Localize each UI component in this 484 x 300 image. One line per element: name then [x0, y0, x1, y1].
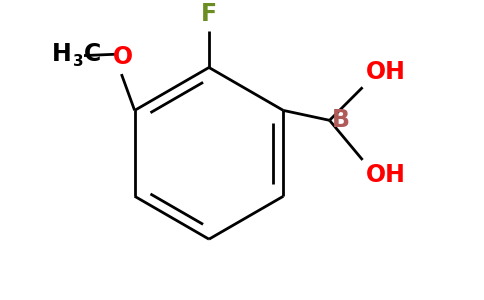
- Text: C: C: [83, 42, 101, 66]
- Text: OH: OH: [366, 60, 406, 84]
- Text: H: H: [52, 42, 72, 66]
- Text: 3: 3: [73, 54, 83, 69]
- Text: O: O: [113, 45, 133, 69]
- Text: OH: OH: [366, 163, 406, 187]
- Text: F: F: [201, 2, 217, 26]
- Text: B: B: [332, 108, 350, 132]
